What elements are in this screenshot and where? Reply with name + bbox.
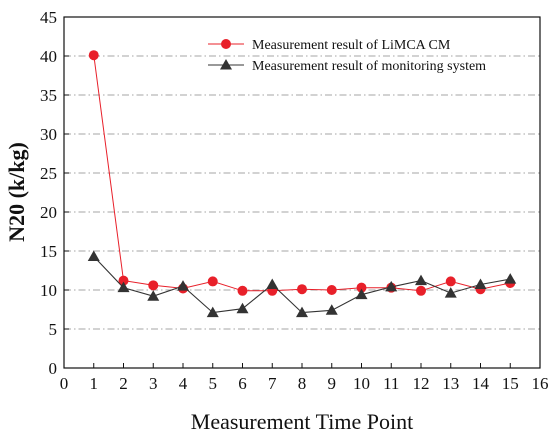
series-1-point-11 <box>385 280 398 292</box>
y-tick-label-25: 25 <box>40 164 57 183</box>
series-1-point-10 <box>355 288 368 300</box>
series-1-point-5 <box>206 306 219 318</box>
y-tick-label-20: 20 <box>40 203 57 222</box>
x-axis-title: Measurement Time Point <box>191 409 413 434</box>
series-1-point-8 <box>296 306 308 318</box>
x-tick-label-5: 5 <box>209 374 218 393</box>
x-tick-label-0: 0 <box>60 374 69 393</box>
x-tick-label-10: 10 <box>353 374 370 393</box>
x-tick-label-13: 13 <box>442 374 459 393</box>
x-tick-label-8: 8 <box>298 374 307 393</box>
x-tick-label-11: 11 <box>383 374 399 393</box>
series-1-point-13 <box>444 287 457 298</box>
legend-label-1: Measurement result of monitoring system <box>252 59 486 74</box>
x-tick-label-15: 15 <box>502 374 519 393</box>
x-tick-label-12: 12 <box>413 374 430 393</box>
y-tick-label-40: 40 <box>40 47 57 66</box>
x-tick-label-3: 3 <box>149 374 158 393</box>
x-tick-label-4: 4 <box>179 374 188 393</box>
gridlines <box>64 55 540 330</box>
series-1-point-9 <box>325 304 338 315</box>
series-0-point-2 <box>118 275 129 286</box>
series-1-point-6 <box>236 302 249 314</box>
series-1-point-12 <box>415 274 427 286</box>
series-1-point-1 <box>87 250 100 261</box>
series-0-point-1 <box>88 50 99 61</box>
series-0-point-10 <box>356 282 367 293</box>
series-1-point-14 <box>474 278 487 290</box>
series-layer <box>87 50 517 318</box>
x-tick-label-16: 16 <box>532 374 549 393</box>
series-0-point-12 <box>416 285 426 296</box>
series-0-point-9 <box>326 285 337 295</box>
legend-marker-1 <box>220 59 232 70</box>
series-1-point-7 <box>266 278 279 290</box>
series-0-point-6 <box>237 285 248 296</box>
y-tick-label-15: 15 <box>40 242 57 261</box>
y-axis-title: N20 (k/kg) <box>4 142 29 242</box>
x-tick-label-9: 9 <box>328 374 337 393</box>
series-1-point-4 <box>177 280 189 291</box>
x-tick-label-14: 14 <box>472 374 490 393</box>
series-1-point-15 <box>504 273 517 284</box>
series-1-point-2 <box>117 281 130 293</box>
y-tick-label-30: 30 <box>40 125 57 144</box>
y-tick-label-35: 35 <box>40 86 57 105</box>
x-tick-label-2: 2 <box>119 374 128 393</box>
y-tick-label-0: 0 <box>49 359 58 378</box>
series-0-point-5 <box>207 276 218 287</box>
y-tick-label-10: 10 <box>40 281 57 300</box>
legend: Measurement result of LiMCA CM Measuremen… <box>208 38 486 74</box>
legend-marker-0 <box>221 39 231 49</box>
series-1 <box>87 250 517 318</box>
y-tick-label-45: 45 <box>40 8 57 27</box>
series-0-point-3 <box>148 280 159 291</box>
legend-label-0: Measurement result of LiMCA CM <box>252 38 451 53</box>
x-tick-label-7: 7 <box>268 374 277 393</box>
series-0-point-13 <box>445 276 456 287</box>
y-tick-label-5: 5 <box>49 320 58 339</box>
x-tick-label-6: 6 <box>238 374 247 393</box>
series-0-point-8 <box>297 284 307 295</box>
series-1-point-3 <box>147 290 160 301</box>
x-tick-label-1: 1 <box>90 374 99 393</box>
